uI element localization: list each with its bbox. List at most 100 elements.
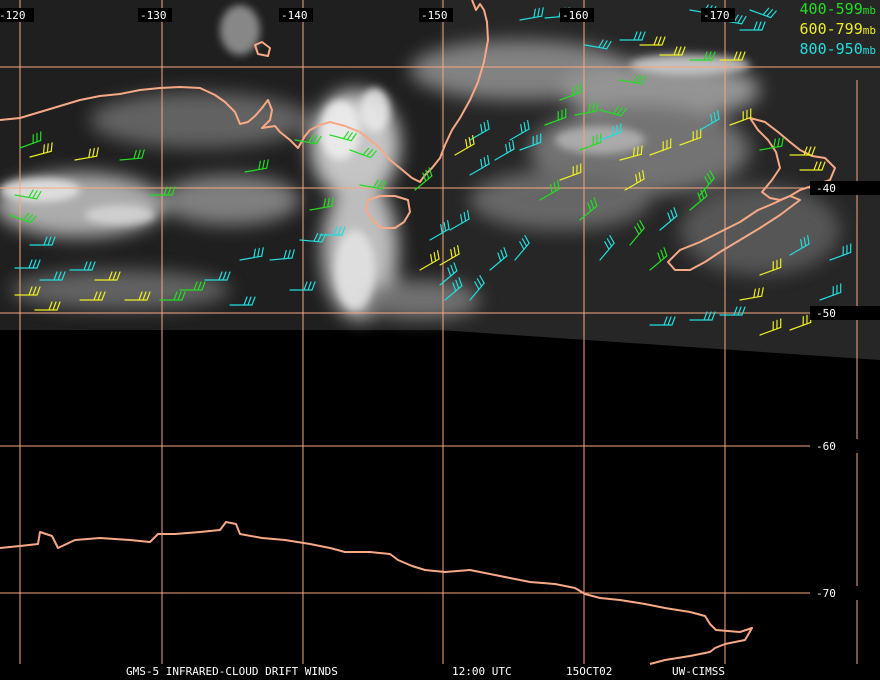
wind-barb (599, 235, 615, 261)
wind-barb (559, 163, 582, 181)
legend-item-800-950: 800-950mb (800, 40, 876, 60)
wind-barb (584, 39, 612, 50)
wind-barb (319, 226, 346, 236)
wind-barb (659, 46, 686, 56)
wind-barb (94, 271, 121, 281)
wind-barb (574, 102, 599, 116)
lon-label-120w: -120 (0, 9, 26, 22)
wind-barb (309, 197, 334, 211)
wind-barb (829, 243, 852, 261)
wind-barb (269, 249, 295, 261)
wind-barb (359, 179, 387, 190)
wind-barb (509, 119, 530, 141)
legend-unit: mb (862, 4, 876, 17)
wind-barb (204, 271, 231, 281)
wind-barb (289, 281, 316, 291)
wind-barb (519, 7, 544, 21)
legend-range: 600-799 (799, 20, 863, 38)
wind-barb (19, 131, 42, 149)
wind-barb (14, 259, 41, 269)
wind-barb (544, 108, 567, 126)
wind-barb (349, 147, 377, 159)
legend-range: 800-950 (799, 40, 863, 58)
wind-barb (514, 235, 530, 261)
graticule (0, 0, 880, 664)
wind-barb (619, 74, 647, 85)
lon-label-140w: -140 (281, 9, 308, 22)
wind-barb (469, 154, 490, 176)
wind-barb (759, 137, 784, 151)
satellite-imagery (0, 0, 880, 360)
wind-barb (649, 316, 676, 326)
wind-barb (74, 147, 99, 161)
wind-barb (639, 36, 666, 46)
caption-product: GMS-5 INFRARED-CLOUD DRIFT WINDS (126, 665, 338, 678)
wind-barb (119, 149, 145, 161)
wind-barb (689, 51, 716, 61)
lon-label-130w: -130 (140, 9, 167, 22)
lon-label-150w: -150 (421, 9, 448, 22)
wind-barb (579, 133, 602, 151)
wind-barb (619, 31, 646, 41)
legend-unit: mb (862, 44, 876, 57)
wind-barb (39, 271, 66, 281)
wind-barb (519, 133, 542, 151)
latitude-labels: -40 -50 -60 -70 (810, 181, 880, 600)
image-caption: GMS-5 INFRARED-CLOUD DRIFT WINDS 12:00 U… (0, 664, 880, 680)
wind-barb (9, 212, 37, 224)
wind-barb (759, 318, 782, 336)
wind-barb (599, 106, 627, 117)
wind-barb (719, 51, 746, 61)
nz-north-coast (749, 117, 836, 201)
wind-barb (124, 291, 151, 301)
wind-barb (729, 108, 752, 126)
wind-barb (244, 159, 269, 173)
lon-label-170w: -170 (703, 9, 730, 22)
coastlines (0, 0, 836, 665)
wind-barb (649, 247, 668, 271)
wind-barb (659, 207, 678, 231)
wind-barb (579, 197, 598, 221)
wind-barb (329, 131, 357, 142)
wind-barb (159, 291, 186, 301)
pressure-legend: 400-599mb 600-799mb 800-950mb (800, 0, 876, 60)
wind-barb (799, 161, 826, 171)
wind-barb (629, 220, 645, 246)
legend-item-600-799: 600-799mb (800, 20, 876, 40)
lat-label-50s: -50 (816, 307, 836, 320)
wind-barb (559, 83, 582, 101)
wind-barb (759, 258, 782, 276)
wind-barb (789, 234, 810, 256)
caption-source: UW-CIMSS (672, 665, 725, 678)
wind-barb (619, 145, 643, 161)
wind-barb (494, 139, 515, 161)
wind-barb (179, 281, 206, 291)
wind-barb (689, 311, 716, 321)
wind-barb (79, 291, 106, 301)
wind-barb (789, 146, 816, 156)
wind-barb (454, 134, 475, 156)
antarctica-coast (0, 521, 753, 665)
legend-item-400-599: 400-599mb (800, 0, 876, 20)
wind-barb (69, 261, 96, 271)
wind-barb (429, 219, 450, 241)
wind-barb (739, 21, 766, 31)
wind-barb (719, 306, 746, 316)
wind-barb (649, 138, 672, 156)
wind-barb (599, 123, 622, 141)
lat-label-70s: -70 (816, 587, 836, 600)
lat-label-40s: -40 (816, 182, 836, 195)
wind-barb (299, 232, 327, 243)
wind-barb (419, 249, 440, 271)
wind-barb (14, 286, 41, 296)
wind-barb (439, 244, 460, 266)
australia-coast (0, 0, 489, 183)
caption-time: 12:00 UTC (452, 665, 512, 678)
wind-barb (229, 296, 256, 306)
wind-barb (749, 7, 777, 19)
wind-barb (414, 167, 433, 191)
wind-barb (469, 275, 485, 301)
wind-barb (149, 186, 176, 196)
wind-barb (239, 247, 264, 261)
